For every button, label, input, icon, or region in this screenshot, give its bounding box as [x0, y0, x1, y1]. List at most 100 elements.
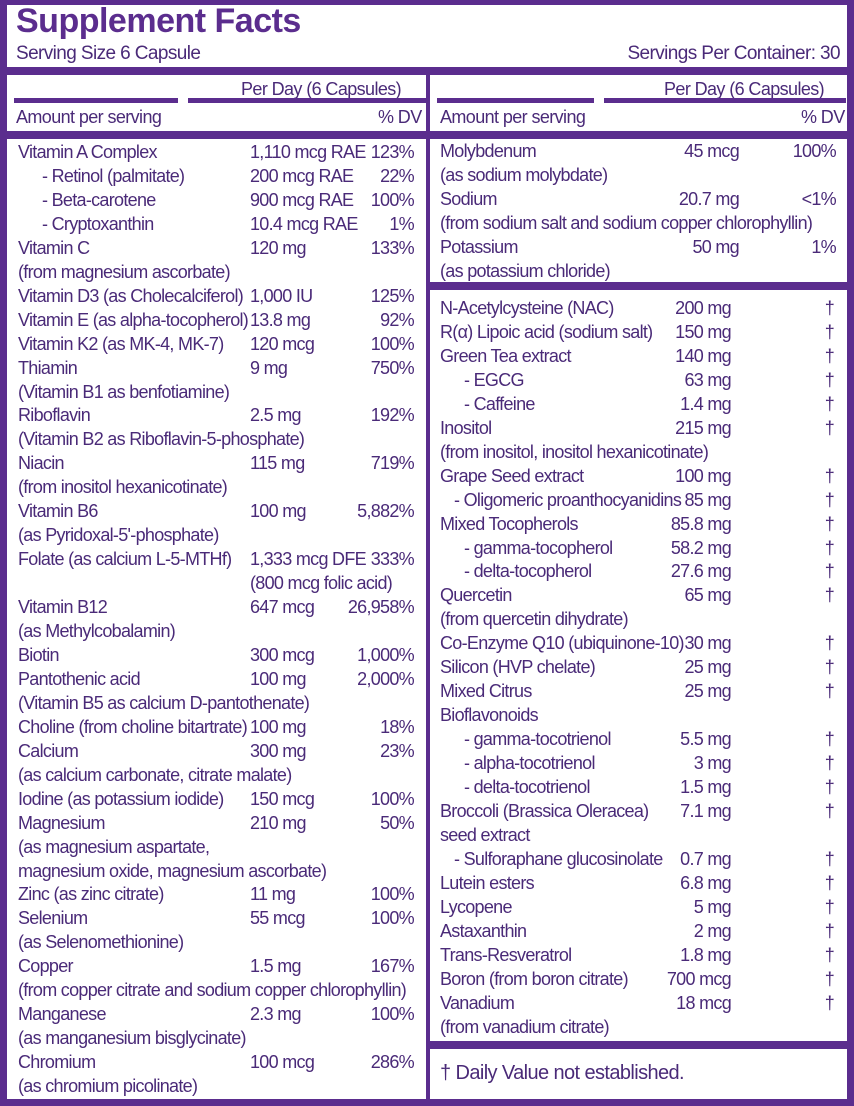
nutrient-amount: 120 mcg [250, 333, 315, 354]
nutrient-name: Trans-Resveratrol [440, 944, 572, 965]
nutrient-row: (from quercetin dihydrate) [0, 607, 854, 631]
nutrient-row: seed extract [0, 823, 854, 847]
nutrient-row: Calcium 300 mg 23% [0, 739, 854, 763]
dagger-mark: † [824, 729, 835, 750]
right-per-day-header: Per Day (6 Capsules) [664, 79, 825, 99]
dagger-mark: † [824, 345, 835, 366]
nutrient-name: Inositol [440, 417, 492, 438]
nutrient-dv: 18% [380, 716, 415, 737]
nutrient-amount: 7.1 mg [680, 800, 732, 821]
nutrient-row: - gamma-tocotrienol 5.5 mg † [0, 727, 854, 751]
nutrient-dv: 719% [370, 453, 415, 474]
nutrient-amount: 300 mg [250, 740, 307, 761]
nutrient-amount: 200 mcg RAE [250, 165, 354, 186]
nutrient-row: Riboflavin 2.5 mg 192% [0, 403, 854, 427]
nutrient-dv: 333% [370, 549, 415, 570]
dagger-mark: † [824, 657, 835, 678]
nutrient-amount: 27.6 mg [670, 561, 732, 582]
nutrient-name: R(α) Lipoic acid (sodium salt) [440, 321, 653, 342]
nutrient-name: (from inositol hexanicotinate) [18, 477, 228, 498]
nutrient-name: (as magnesium aspartate, [18, 836, 210, 857]
nutrient-row: (from copper citrate and sodium copper c… [0, 978, 854, 1002]
nutrient-row: Grape Seed extract 100 mg † [0, 464, 854, 488]
nutrient-row: Molybdenum 45 mcg 100% [0, 139, 854, 163]
nutrient-amount: 100 mg [250, 668, 307, 689]
nutrient-amount: 30 mg [684, 633, 731, 654]
nutrient-row: Co-Enzyme Q10 (ubiquinone-10) 30 mg † [0, 631, 854, 655]
nutrient-row: (from inositol hexanicotinate) [0, 475, 854, 499]
left-per-day-header: Per Day (6 Capsules) [241, 79, 402, 99]
nutrient-amount: 1,000 IU [250, 285, 313, 306]
nutrient-name: - gamma-tocopherol [464, 537, 613, 558]
nutrient-name: Boron (from boron citrate) [440, 968, 629, 989]
nutrient-name: Lycopene [440, 896, 512, 917]
nutrient-name: Vitamin E (as alpha-tocopherol) [18, 309, 249, 330]
nutrient-amount: 5 mg [693, 896, 732, 917]
nutrient-row: - Oligomeric proanthocyanidins 85 mg † [0, 488, 854, 512]
nutrient-amount: 1.4 mg [680, 393, 732, 414]
nutrient-name: Lutein esters [440, 872, 535, 893]
nutrient-amount: 200 mg [675, 298, 732, 318]
footnote: † Daily Value not established. [440, 1062, 685, 1084]
nutrient-row: (from inositol, inositol hexanicotinate) [0, 440, 854, 464]
nutrient-name: Niacin [18, 453, 65, 474]
nutrient-dv: 100% [370, 333, 415, 354]
nutrient-name: Pantothenic acid [18, 668, 141, 689]
nutrient-dv: 100% [370, 884, 415, 905]
nutrient-name: - EGCG [464, 369, 525, 390]
nutrient-name: Mixed Tocopherols [440, 513, 579, 534]
nutrient-row: (Vitamin B1 as benfotiamine) [0, 380, 854, 404]
nutrient-row: (800 mcg folic acid) [0, 571, 854, 595]
nutrient-amount: 6.8 mg [680, 872, 732, 893]
nutrient-name: Choline (from choline bitartrate) [18, 716, 248, 737]
rule [188, 98, 426, 103]
nutrient-row: Trans-Resveratrol 1.8 mg † [0, 943, 854, 967]
nutrient-name: (from inositol, inositol hexanicotinate) [440, 441, 709, 462]
nutrient-name: - Beta-carotene [42, 189, 156, 210]
nutrient-amount: 2.5 mg [250, 405, 302, 426]
nutrient-dv: 100% [792, 141, 837, 161]
nutrient-row: (as manganesium bisglycinate) [0, 1026, 854, 1050]
nutrient-name: (Vitamin B2 as Riboflavin-5-phosphate) [18, 429, 305, 450]
dagger-mark: † [824, 537, 835, 558]
nutrient-name: Vitamin B12 [18, 597, 108, 618]
nutrient-amount: 3 mg [693, 753, 732, 774]
nutrient-dv: <1% [801, 188, 837, 209]
nutrient-row: Lycopene 5 mg † [0, 895, 854, 919]
nutrient-amount: 25 mg [684, 681, 731, 702]
nutrient-amount: 150 mg [675, 321, 732, 342]
nutrient-amount: 11 mg [250, 884, 296, 905]
nutrient-amount: 5.5 mg [680, 729, 732, 750]
nutrient-name: Grape Seed extract [440, 465, 584, 486]
serving-size: Serving Size 6 Capsule [16, 43, 201, 64]
nutrient-row: Choline (from choline bitartrate) 100 mg 1… [0, 715, 854, 739]
nutrient-dv: 2,000% [357, 668, 415, 689]
dagger-mark: † [824, 369, 835, 390]
nutrient-name: (from magnesium ascorbate) [18, 261, 231, 282]
nutrient-row: Boron (from boron citrate) 700 mcg † [0, 967, 854, 991]
nutrient-row: Thiamin 9 mg 750% [0, 356, 854, 380]
dagger-mark: † [824, 753, 835, 774]
nutrient-name: - delta-tocopherol [464, 561, 592, 582]
nutrient-name: (from sodium salt and sodium copper chlo… [440, 212, 813, 233]
dagger-mark: † [824, 489, 835, 510]
nutrient-dv: 26,958% [347, 597, 415, 618]
dagger-mark: † [824, 777, 835, 797]
nutrient-name: - Retinol (palmitate) [42, 165, 185, 186]
nutrient-amount: 10.4 mcg RAE [250, 213, 358, 234]
nutrient-row: (as calcium carbonate, citrate malate) [0, 763, 854, 787]
rule [437, 98, 594, 103]
nutrient-row: - Retinol (palmitate) 200 mcg RAE 22% [0, 164, 854, 188]
nutrient-row: Lutein esters 6.8 mg † [0, 871, 854, 895]
nutrient-amount: 100 mg [675, 465, 732, 486]
nutrient-name: Biotin [18, 644, 60, 665]
nutrient-dv: 23% [380, 740, 415, 761]
nutrient-row: Niacin 115 mg 719% [0, 451, 854, 475]
dagger-mark: † [824, 561, 835, 582]
nutrient-row: Silicon (HVP chelate) 25 mg † [0, 655, 854, 679]
nutrient-row: (as sodium molybdate) [0, 163, 854, 187]
dagger-mark: † [824, 465, 835, 486]
nutrient-row: (Vitamin B5 as calcium D-pantothenate) [0, 691, 854, 715]
nutrient-dv: 1,000% [357, 644, 415, 665]
nutrient-row: Broccoli (Brassica Oleracea) 7.1 mg † [0, 799, 854, 823]
